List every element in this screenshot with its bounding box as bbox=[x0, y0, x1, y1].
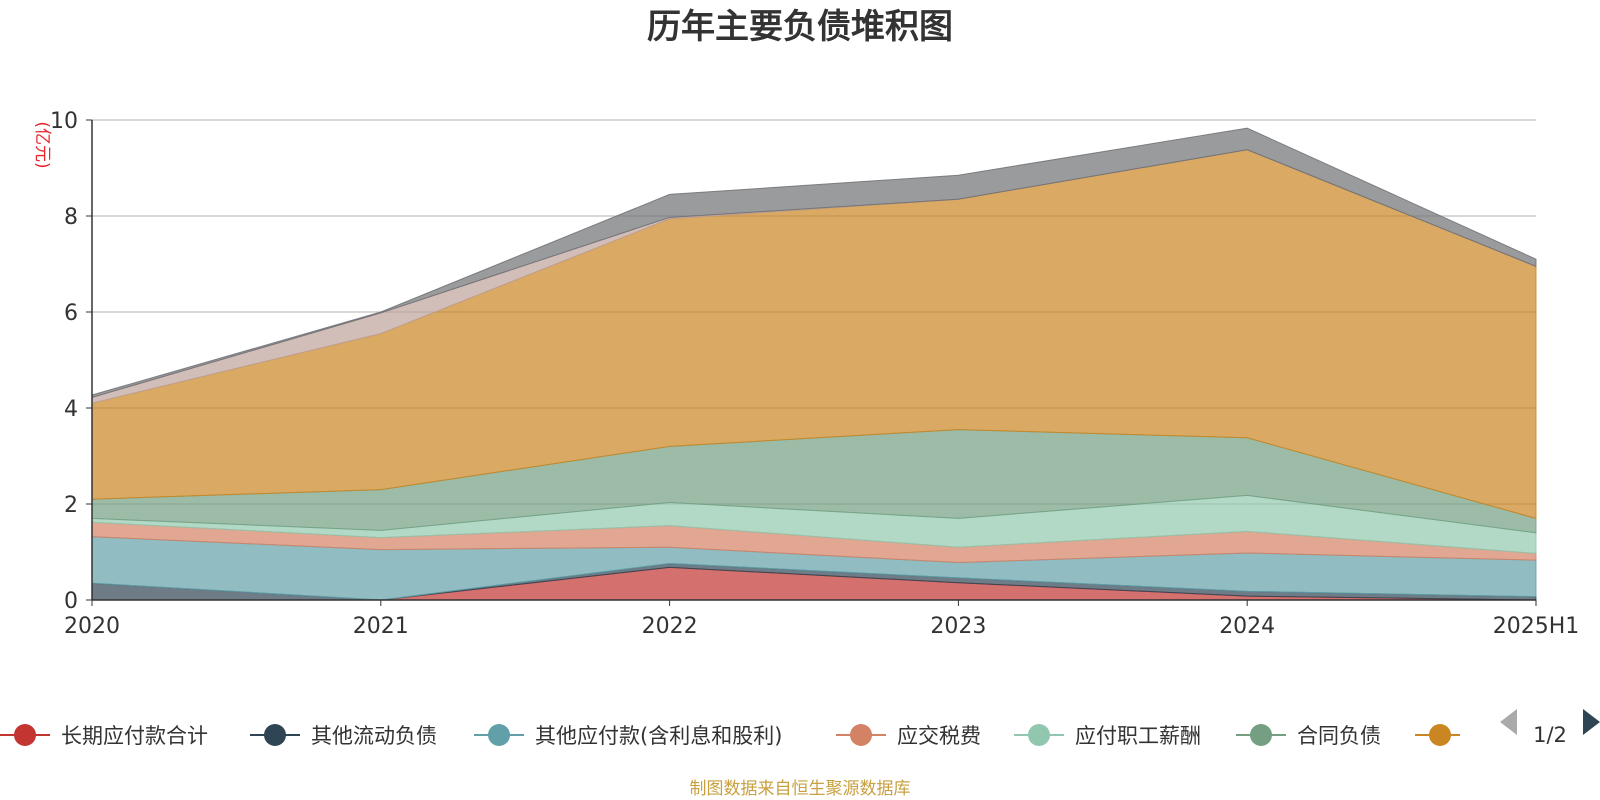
chart-legend: 长期应付款合计 其他流动负债 其他应付款(含利息和股利) 应交税费 应付职工薪酬 合同负债 bbox=[0, 724, 1465, 748]
x-tick-label: 2020 bbox=[64, 614, 120, 639]
area-series bbox=[91, 127, 1537, 601]
legend-prev-page-icon[interactable] bbox=[1500, 709, 1517, 735]
area-series-8 bbox=[91, 127, 1537, 399]
y-tick-label: 2 bbox=[64, 493, 78, 518]
x-tick-label: 2023 bbox=[930, 614, 986, 639]
x-tick-label: 2021 bbox=[353, 614, 409, 639]
legend-item[interactable]: 应交税费 bbox=[836, 724, 981, 748]
chart-title: 历年主要负债堆积图 bbox=[647, 7, 953, 47]
x-axis-ticks: 2020 2021 2022 2023 2024 2025H1 bbox=[64, 600, 1579, 639]
legend-label: 应付职工薪酬 bbox=[1075, 724, 1201, 748]
data-source-note: 制图数据来自恒生聚源数据库 bbox=[690, 779, 911, 799]
legend-marker-icon bbox=[1250, 724, 1272, 746]
y-tick-label: 0 bbox=[64, 589, 78, 614]
legend-marker-icon bbox=[850, 724, 872, 746]
legend-marker-icon bbox=[1028, 724, 1050, 746]
y-axis-ticks: 0 2 4 6 8 10 bbox=[50, 109, 92, 614]
y-tick-label: 4 bbox=[64, 397, 78, 422]
legend-label: 应交税费 bbox=[897, 724, 981, 748]
x-tick-label: 2024 bbox=[1219, 614, 1275, 639]
legend-next-page-icon[interactable] bbox=[1583, 709, 1600, 735]
legend-marker-icon bbox=[264, 724, 286, 746]
legend-item[interactable]: 长期应付款合计 bbox=[0, 724, 208, 748]
y-axis-unit-label: (亿元) bbox=[32, 121, 52, 168]
legend-item[interactable] bbox=[1415, 724, 1465, 746]
legend-pager: 1/2 bbox=[1500, 709, 1600, 747]
x-tick-label: 2022 bbox=[642, 614, 698, 639]
y-tick-label: 8 bbox=[64, 205, 78, 230]
legend-marker-icon bbox=[1429, 724, 1451, 746]
legend-marker-icon bbox=[14, 724, 36, 746]
axes bbox=[91, 120, 1536, 601]
legend-item[interactable]: 应付职工薪酬 bbox=[1014, 724, 1201, 748]
y-tick-label: 10 bbox=[50, 109, 78, 134]
legend-item[interactable]: 合同负债 bbox=[1236, 724, 1381, 748]
legend-page-indicator: 1/2 bbox=[1533, 723, 1567, 747]
legend-item[interactable]: 其他流动负债 bbox=[250, 724, 437, 748]
legend-label: 其他应付款(含利息和股利) bbox=[535, 724, 782, 748]
legend-label: 长期应付款合计 bbox=[61, 724, 208, 748]
legend-marker-icon bbox=[488, 724, 510, 746]
legend-label: 其他流动负债 bbox=[311, 724, 437, 748]
legend-item[interactable]: 其他应付款(含利息和股利) bbox=[474, 724, 782, 748]
legend-label: 合同负债 bbox=[1297, 724, 1381, 748]
y-tick-label: 6 bbox=[64, 301, 78, 326]
x-tick-label: 2025H1 bbox=[1493, 614, 1580, 639]
